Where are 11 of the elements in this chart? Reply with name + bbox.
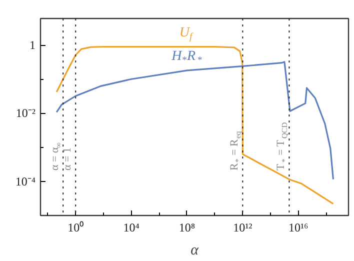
x-tick-label: 10¹² (233, 220, 253, 234)
series-label: H*R* (170, 48, 202, 66)
y-tick-label: 1 (30, 38, 36, 52)
x-tick-label: 10¹⁶ (288, 220, 308, 234)
x-tick-label: 10⁰ (68, 220, 84, 234)
y-tick-label: 10⁻² (16, 106, 36, 120)
y-tick-label: 10⁻⁴ (15, 174, 36, 188)
x-tick-label: 10⁸ (178, 220, 196, 234)
ref-line-label: α = 1 (62, 148, 74, 170)
x-axis-title: α (190, 242, 200, 258)
x-tick-label: 10⁴ (123, 220, 140, 234)
